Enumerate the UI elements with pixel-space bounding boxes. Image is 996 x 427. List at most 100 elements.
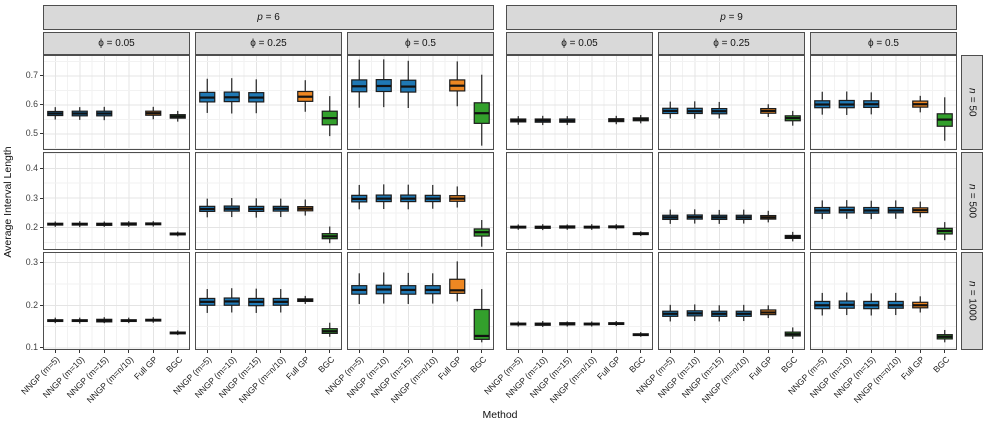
boxplot-NNGP (m=10) xyxy=(375,272,392,304)
panel-canvas xyxy=(195,55,343,151)
boxplot-NNGP (m=5) xyxy=(47,317,64,324)
boxplot-NNGP (m=5) xyxy=(510,224,527,230)
boxplot-Full GP xyxy=(760,104,777,117)
boxplot-Full GP xyxy=(760,210,777,223)
boxplot-NNGP (m=n/10) xyxy=(120,317,137,324)
boxplot-NNGP (m=5) xyxy=(814,91,831,115)
boxplot-NNGP (m=5) xyxy=(662,304,679,322)
facet-strip-n1000: n = 1000 xyxy=(961,252,983,350)
boxplot-NNGP (m=5) xyxy=(662,209,679,224)
facet-strip-phi-0.5-g0: ϕ = 0.5 xyxy=(347,32,494,55)
boxplot-NNGP (m=15) xyxy=(400,60,417,109)
x-axis-tick xyxy=(358,350,360,353)
facet-strip-phi-0.25-g1: ϕ = 0.25 xyxy=(658,32,805,55)
panel-border xyxy=(810,55,958,151)
boxplot-NNGP (m=n/10) xyxy=(887,292,904,316)
boxplot-NNGP (m=10) xyxy=(534,224,551,231)
y-axis-tick xyxy=(40,75,43,77)
boxplot-NNGP (m=n/10) xyxy=(735,209,752,224)
x-axis-tick xyxy=(128,350,130,353)
x-axis-tick xyxy=(432,350,434,353)
boxplot-NNGP (m=10) xyxy=(686,304,703,322)
boxplot-NNGP (m=n/10) xyxy=(424,273,441,304)
panel-grid xyxy=(810,252,957,350)
boxplot-Full GP xyxy=(297,199,314,216)
boxplot-Full GP xyxy=(145,317,162,323)
x-axis-tick xyxy=(329,350,331,353)
x-axis-tick xyxy=(792,350,794,353)
boxplot-NNGP (m=15) xyxy=(96,221,113,227)
boxplot-NNGP (m=10) xyxy=(534,115,551,126)
panel-p9-phi0.05-n500 xyxy=(506,152,654,251)
panel-canvas xyxy=(658,252,806,351)
x-axis-tick xyxy=(517,350,519,353)
x-axis-tick xyxy=(944,350,946,353)
x-axis-tick xyxy=(206,350,208,353)
panel-grid xyxy=(347,55,494,150)
panel-border xyxy=(506,252,654,351)
boxplot-NNGP (m=n/10) xyxy=(583,224,600,230)
panel-canvas xyxy=(810,152,958,251)
boxplot-NNGP (m=10) xyxy=(838,292,855,316)
facet-strip-n50: n = 50 xyxy=(961,55,983,150)
x-axis-tick xyxy=(767,350,769,353)
panel-grid xyxy=(195,252,342,350)
boxplot-Full GP xyxy=(912,296,929,313)
boxplot-NNGP (m=5) xyxy=(510,116,527,125)
x-axis-tick xyxy=(103,350,105,353)
boxplot-NNGP (m=10) xyxy=(71,317,88,324)
boxplot-Full GP xyxy=(449,261,466,302)
boxplot-BGC xyxy=(169,330,186,336)
boxplot-NNGP (m=15) xyxy=(96,317,113,324)
panel-canvas xyxy=(195,152,343,251)
x-axis-tick xyxy=(152,350,154,353)
panel-p6-phi0.05-n500 xyxy=(43,152,191,251)
facet-strip-p6: p = 6 xyxy=(43,5,494,30)
panel-grid xyxy=(506,152,653,250)
boxplot-NNGP (m=5) xyxy=(662,101,679,119)
boxplot-NNGP (m=n/10) xyxy=(887,200,904,219)
facet-strip-n500: n = 500 xyxy=(961,152,983,250)
boxplot-NNGP (m=5) xyxy=(351,59,368,108)
panel-p6-phi0.05-n1000 xyxy=(43,252,191,351)
boxplot-NNGP (m=5) xyxy=(199,198,216,218)
y-tick-label: 0.3 xyxy=(25,257,38,268)
y-axis-tick xyxy=(40,304,43,306)
x-axis-tick xyxy=(280,350,282,353)
boxplot-NNGP (m=5) xyxy=(351,273,368,304)
panel-grid xyxy=(658,252,805,350)
y-tick-label: 0.4 xyxy=(25,162,38,173)
boxplot-BGC xyxy=(473,289,490,343)
boxplot-NNGP (m=10) xyxy=(71,107,88,120)
y-axis-tick xyxy=(40,197,43,199)
boxplot-NNGP (m=5) xyxy=(351,184,368,210)
y-axis-tick xyxy=(40,227,43,229)
panel-p9-phi0.25-n1000 xyxy=(658,252,806,351)
x-axis-tick xyxy=(615,350,617,353)
y-axis-tick xyxy=(40,133,43,135)
x-axis-tick xyxy=(919,350,921,353)
boxplot-Full GP xyxy=(297,80,314,112)
boxplot-Full GP xyxy=(912,95,929,113)
boxplot-Full GP xyxy=(760,305,777,319)
x-axis-tick xyxy=(383,350,385,353)
panel-grid xyxy=(506,252,653,350)
panel-canvas xyxy=(506,152,654,251)
boxplot-Full GP xyxy=(608,224,625,230)
panel-canvas xyxy=(347,55,495,151)
boxplot-NNGP (m=15) xyxy=(248,198,265,218)
panel-p6-phi0.5-n500 xyxy=(347,152,495,251)
boxplot-NNGP (m=10) xyxy=(375,184,392,210)
boxplot-NNGP (m=5) xyxy=(814,292,831,316)
panel-border xyxy=(347,152,495,251)
panel-canvas xyxy=(506,55,654,151)
boxplot-BGC xyxy=(936,222,953,241)
panel-canvas xyxy=(43,55,191,151)
panel-border xyxy=(195,152,343,251)
panel-border xyxy=(347,252,495,351)
boxplot-NNGP (m=5) xyxy=(814,200,831,220)
boxplot-BGC xyxy=(169,110,186,122)
panel-border xyxy=(506,55,654,151)
y-tick-label: 0.1 xyxy=(25,342,38,353)
y-tick-label: 0.2 xyxy=(25,299,38,310)
